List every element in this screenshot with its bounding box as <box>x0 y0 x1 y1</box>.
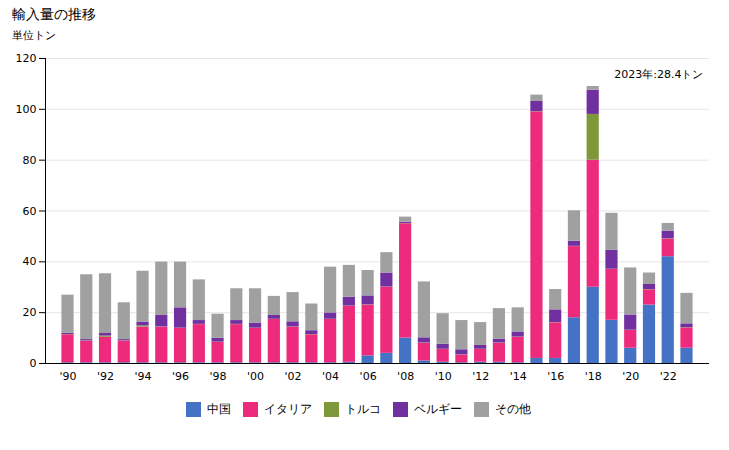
svg-text:60: 60 <box>23 205 37 218</box>
html-text:中国: 中国 <box>207 402 231 416</box>
svg-text:'96: '96 <box>172 370 189 383</box>
html-text:単位トン: 単位トン <box>12 29 56 42</box>
svg-text:'12: '12 <box>472 370 489 383</box>
svg-text:'14: '14 <box>510 370 527 383</box>
svg-text:'20: '20 <box>622 370 639 383</box>
svg-text:2023年:28.4トン: 2023年:28.4トン <box>614 68 703 81</box>
svg-text:120: 120 <box>16 52 37 65</box>
svg-text:'98: '98 <box>210 370 227 383</box>
html-text:その他: その他 <box>495 402 531 416</box>
html-text:イタリア: イタリア <box>264 402 312 416</box>
svg-text:40: 40 <box>23 255 37 268</box>
svg-text:'22: '22 <box>660 370 677 383</box>
svg-text:20: 20 <box>23 306 37 319</box>
svg-text:'06: '06 <box>360 370 377 383</box>
svg-text:100: 100 <box>16 103 37 116</box>
svg-text:'92: '92 <box>97 370 114 383</box>
svg-text:'04: '04 <box>322 370 339 383</box>
svg-text:'90: '90 <box>59 370 76 383</box>
svg-text:'08: '08 <box>397 370 414 383</box>
svg-text:'94: '94 <box>135 370 152 383</box>
svg-text:'02: '02 <box>285 370 302 383</box>
svg-text:'00: '00 <box>247 370 264 383</box>
html-text:ベルギー: ベルギー <box>414 402 462 416</box>
svg-text:'10: '10 <box>435 370 452 383</box>
svg-text:0: 0 <box>30 357 37 370</box>
svg-text:'16: '16 <box>547 370 564 383</box>
svg-text:'18: '18 <box>585 370 602 383</box>
html-text:トルコ: トルコ <box>345 402 381 416</box>
svg-text:80: 80 <box>23 154 37 167</box>
html-text:輸入量の推移: 輸入量の推移 <box>12 6 96 22</box>
